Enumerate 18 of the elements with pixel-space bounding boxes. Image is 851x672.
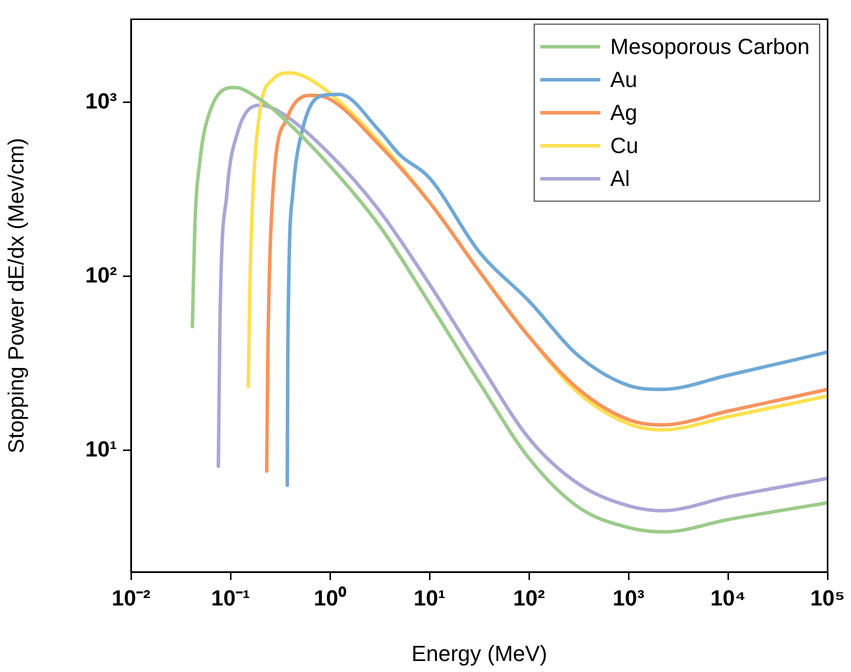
y-tick-label: 10³ bbox=[85, 88, 117, 114]
x-axis-title: Energy (MeV) bbox=[411, 640, 548, 666]
legend-label: Al bbox=[610, 166, 630, 191]
x-tick-label: 10⁴ bbox=[710, 585, 746, 610]
x-tick-label: 10³ bbox=[612, 585, 644, 610]
legend-label: Ag bbox=[610, 100, 638, 125]
x-tick-label: 10¹ bbox=[414, 585, 446, 610]
legend-label: Au bbox=[610, 66, 638, 92]
y-axis-title: Stopping Power dE/dx (Mev/cm) bbox=[3, 138, 28, 454]
x-tick-label: 10⁵ bbox=[810, 585, 846, 610]
legend-label: Cu bbox=[610, 132, 638, 158]
legend-label: Mesoporous Carbon bbox=[610, 34, 810, 59]
x-tick-label: 10⁻² bbox=[112, 585, 150, 610]
y-tick-label: 10¹ bbox=[85, 436, 117, 462]
x-tick-label: 10⁰ bbox=[314, 585, 346, 610]
y-tick-label: 10² bbox=[85, 262, 117, 288]
x-tick-label: 10⁻¹ bbox=[211, 585, 250, 610]
x-tick-label: 10² bbox=[513, 585, 545, 610]
